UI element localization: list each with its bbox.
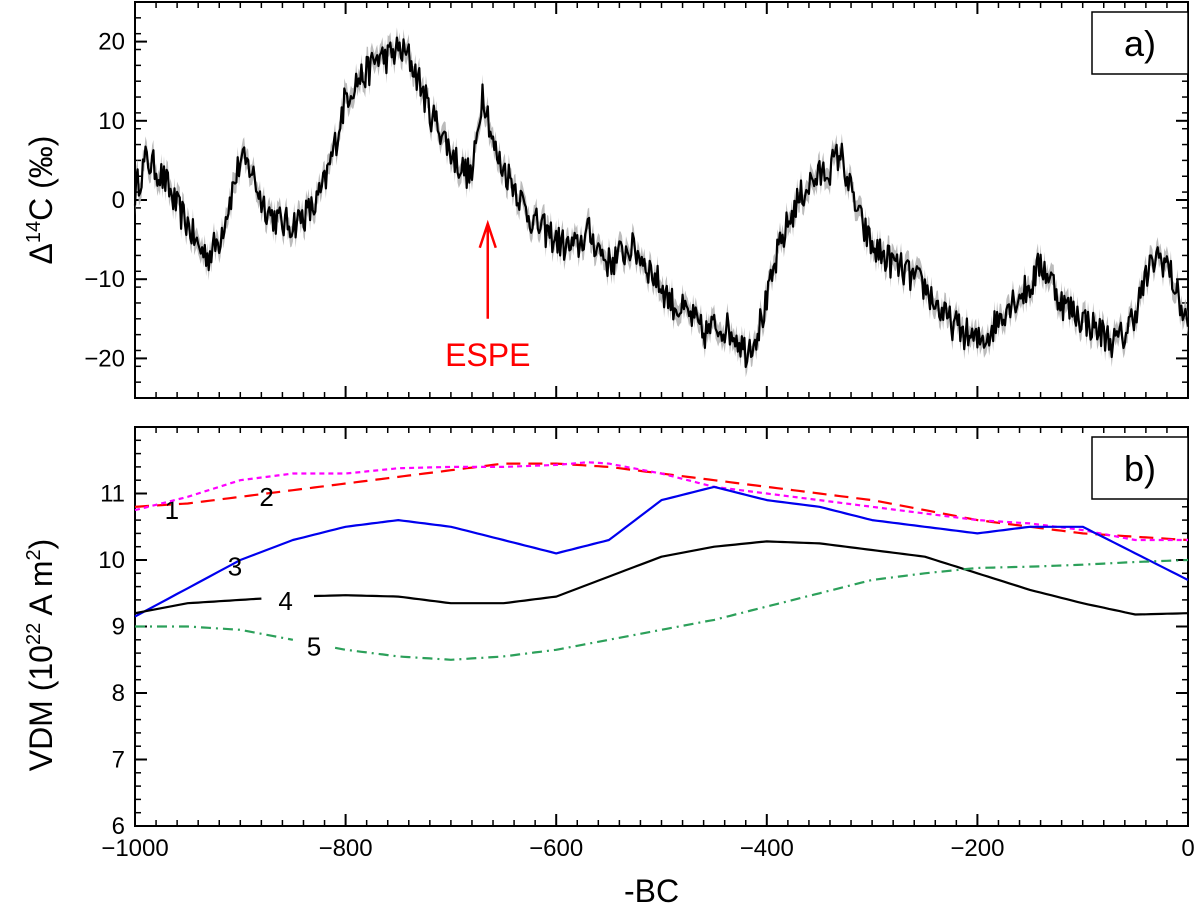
- y-title-ylabel_sup1: 22: [23, 623, 45, 645]
- espe-label: ESPE: [445, 337, 530, 373]
- x-axis-title: -BC: [624, 873, 679, 909]
- vdm-series-5-line: [135, 558, 1189, 661]
- vdm-series-3-line: [134, 485, 1189, 618]
- series-label-1: 1: [165, 495, 179, 525]
- y-tick-label: −20: [84, 345, 125, 372]
- y-title-ylabel_end: ): [23, 539, 59, 550]
- y-tick-label: 8: [112, 680, 125, 707]
- y-title-sup: 14: [23, 221, 45, 243]
- vdm-series-1-line: [134, 462, 1189, 542]
- x-tick-label: −1000: [101, 835, 168, 862]
- vdm-series-4-line: [134, 540, 1189, 616]
- y-tick-label: 6: [112, 813, 125, 840]
- y-title-suffix: C (‰): [23, 136, 59, 221]
- espe-arrow-head: [478, 219, 497, 249]
- y-tick-label: −10: [84, 266, 125, 293]
- y-title-prefix: Δ: [23, 243, 59, 264]
- y-title-ylabel_main: VDM (10: [23, 645, 59, 771]
- y-tick-label: 20: [98, 29, 125, 56]
- y-title-ylabel_sup2: 2: [23, 549, 45, 560]
- panel-label-box: [1091, 11, 1189, 75]
- series-label-3: 3: [228, 552, 242, 582]
- panel-label-box: [1091, 436, 1189, 500]
- plot-frame: [134, 426, 1189, 827]
- y-axis-title: Δ14C (‰): [23, 136, 59, 265]
- x-tick-label: −800: [319, 835, 373, 862]
- uncertainty-band: [135, 27, 1188, 378]
- y-tick-label: 10: [98, 108, 125, 135]
- series-label-5: 5: [307, 631, 321, 661]
- vdm-series-2-line: [134, 461, 1188, 542]
- y-axis-title: VDM (1022 A m2): [23, 539, 59, 772]
- delta14c-series-line: [133, 36, 1190, 369]
- x-tick-label: −600: [529, 835, 583, 862]
- y-tick-label: 9: [112, 614, 125, 641]
- y-tick-label: 0: [112, 187, 125, 214]
- y-title-ylabel_mid: A m: [23, 561, 59, 623]
- plot-frame: [134, 1, 1189, 399]
- x-tick-label: −400: [740, 835, 794, 862]
- panel-label: b): [1124, 448, 1156, 489]
- x-tick-label: −200: [950, 835, 1004, 862]
- panel-label: a): [1124, 23, 1156, 64]
- series-label-2: 2: [259, 482, 273, 512]
- y-tick-label: 10: [98, 547, 125, 574]
- y-tick-label: 11: [100, 481, 125, 508]
- series-label-4: 4: [278, 586, 292, 616]
- x-tick-label: 0: [1181, 835, 1194, 862]
- panel-a: −20 −10 0 10 20 ESPE a) Δ14C (‰): [23, 1, 1190, 399]
- y-tick-label: 7: [112, 747, 125, 774]
